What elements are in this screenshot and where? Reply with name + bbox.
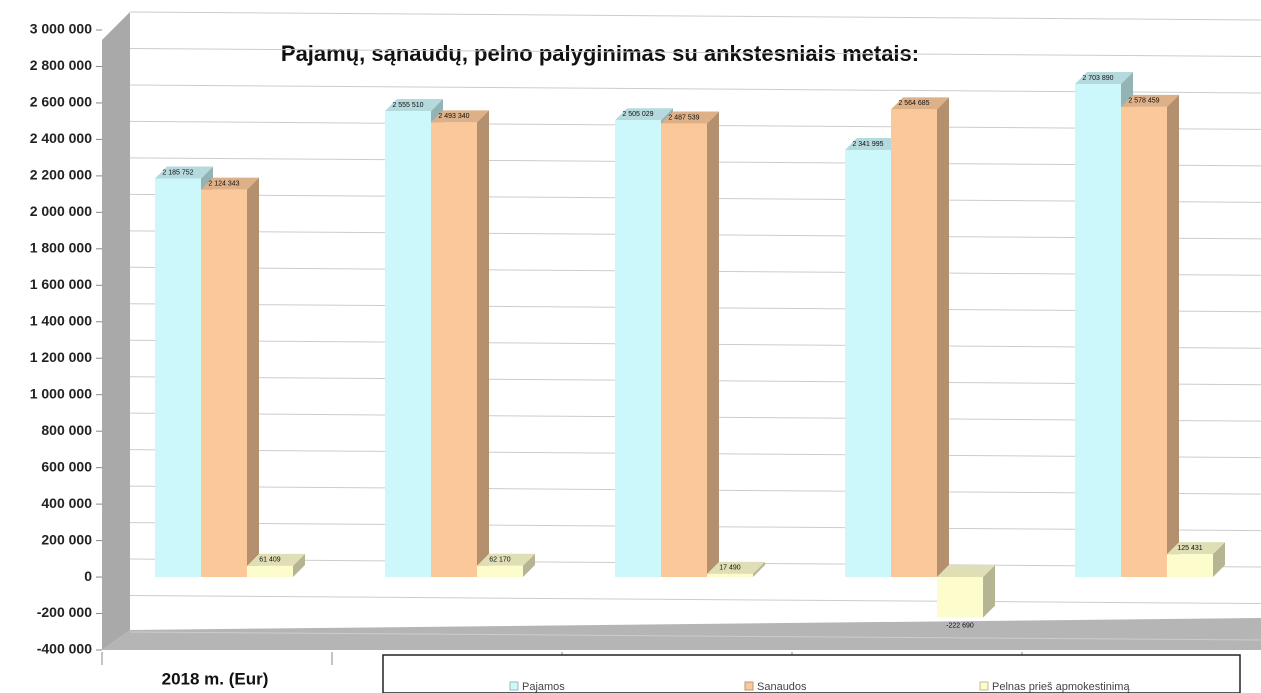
- bar: [1167, 554, 1213, 578]
- value-label: 125 431: [1177, 545, 1202, 552]
- legend-swatch: [979, 681, 989, 691]
- value-label: 61 409: [259, 557, 281, 564]
- bar: [155, 178, 201, 578]
- bar-side: [247, 177, 259, 578]
- bar-top: [1075, 71, 1133, 84]
- bar-side: [1167, 94, 1179, 578]
- y-tick-label: -400 000: [37, 641, 92, 657]
- bar: [845, 149, 891, 578]
- bar-top: [477, 553, 535, 566]
- bar-top: [661, 111, 719, 124]
- legend-label: Pelnas prieš apmokestinimą: [992, 681, 1130, 693]
- y-tick-label: 1 600 000: [30, 276, 92, 292]
- value-label: -222 690: [946, 623, 974, 630]
- grid-line: [129, 47, 1261, 57]
- bar-top: [615, 108, 673, 121]
- legend-label: Pajamos: [522, 681, 565, 693]
- side-wall: [102, 12, 130, 650]
- bar: [247, 565, 293, 578]
- floor: [102, 618, 1261, 650]
- legend: [382, 654, 1241, 693]
- value-label: 2 185 752: [162, 169, 193, 176]
- value-label: 17 490: [719, 565, 741, 572]
- bar: [661, 123, 707, 578]
- grid-line: [129, 11, 1261, 21]
- bar-top: [891, 97, 949, 110]
- y-tick-label: 400 000: [41, 495, 92, 511]
- value-label: 2 493 340: [438, 113, 469, 120]
- value-label: 2 555 510: [392, 102, 423, 109]
- bar: [431, 122, 477, 578]
- bar-side: [983, 565, 995, 618]
- bar: [1121, 106, 1167, 578]
- y-tick-label: 2 400 000: [30, 130, 92, 146]
- bar: [891, 109, 937, 578]
- y-tick-label: 1 000 000: [30, 385, 92, 401]
- value-label: 62 170: [489, 557, 511, 564]
- grid-line: [129, 84, 1261, 94]
- y-tick-label: 1 200 000: [30, 349, 92, 365]
- y-tick-label: 2 600 000: [30, 94, 92, 110]
- value-label: 2 703 890: [1082, 75, 1113, 82]
- bar-top: [937, 565, 995, 578]
- y-tick-label: 1 400 000: [30, 312, 92, 328]
- y-tick-label: -200 000: [37, 604, 92, 620]
- bar-side: [523, 553, 535, 578]
- y-tick-label: 0: [84, 568, 92, 584]
- legend-swatch: [744, 681, 754, 691]
- x-tick-label: 2018 m. (Eur): [162, 669, 269, 688]
- bar-top: [845, 137, 903, 150]
- bar-side: [293, 553, 305, 578]
- y-tick-label: 2 000 000: [30, 203, 92, 219]
- y-tick-label: 2 800 000: [30, 57, 92, 73]
- y-tick-label: 2 200 000: [30, 167, 92, 183]
- bar: [1075, 83, 1121, 578]
- value-label: 2 564 685: [898, 100, 929, 107]
- legend-swatch: [509, 681, 519, 691]
- bar-side: [753, 561, 765, 578]
- y-tick-label: 600 000: [41, 458, 92, 474]
- bar: [615, 120, 661, 578]
- y-tick-label: 1 800 000: [30, 240, 92, 256]
- value-label: 2 505 029: [622, 111, 653, 118]
- y-tick-label: 200 000: [41, 531, 92, 547]
- value-label: 2 124 343: [208, 181, 239, 188]
- bar: [477, 565, 523, 578]
- grid-line: [129, 631, 1261, 641]
- bar-top: [155, 166, 213, 179]
- bar-side: [707, 111, 719, 578]
- y-tick-label: 800 000: [41, 422, 92, 438]
- bar-side: [477, 110, 489, 578]
- bar: [201, 189, 247, 578]
- bar: [937, 577, 983, 618]
- y-tick-label: 3 000 000: [30, 21, 92, 37]
- bar-top: [707, 561, 765, 574]
- bar-top: [247, 553, 305, 566]
- bar-top: [1167, 542, 1225, 555]
- bar-side: [937, 97, 949, 578]
- value-label: 2 578 459: [1128, 98, 1159, 105]
- bar-top: [385, 99, 443, 112]
- bar-top: [1121, 94, 1179, 107]
- bar: [707, 573, 753, 578]
- bar-top: [201, 177, 259, 190]
- value-label: 2 487 539: [668, 114, 699, 121]
- bar-side: [1213, 542, 1225, 578]
- grid-line: [129, 595, 1261, 605]
- value-label: 2 341 995: [852, 141, 883, 148]
- bar: [385, 111, 431, 578]
- bar-top: [431, 110, 489, 123]
- legend-label: Sanaudos: [757, 681, 807, 693]
